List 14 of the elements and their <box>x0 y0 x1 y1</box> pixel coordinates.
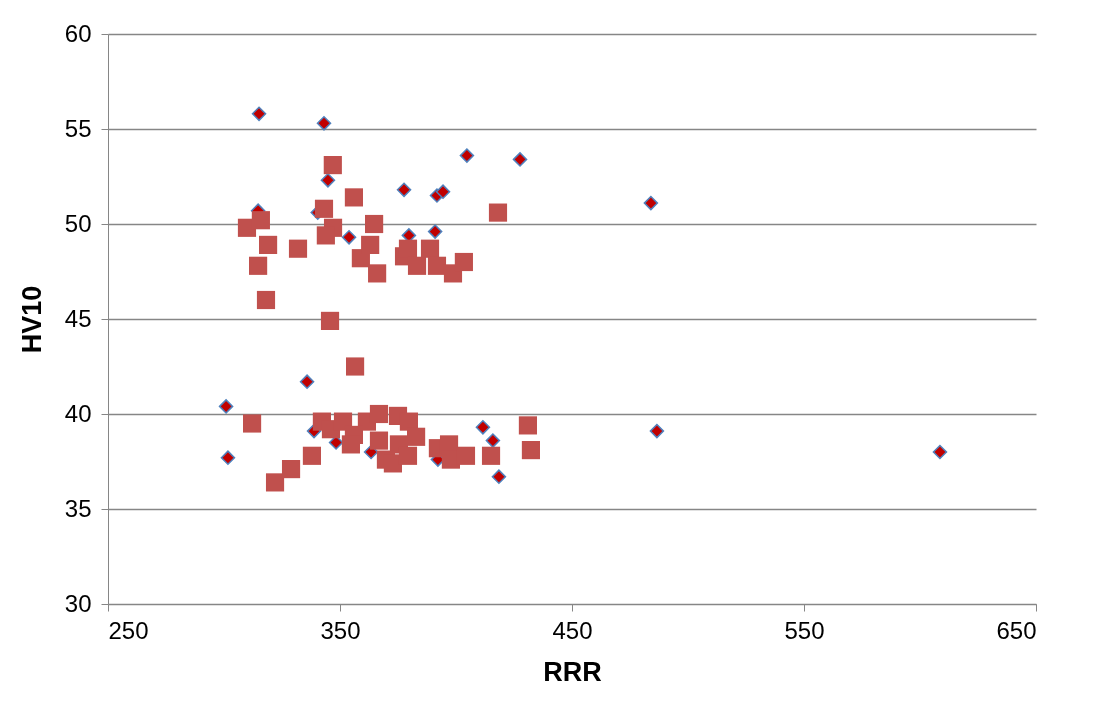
y-tick-label: 55 <box>64 114 92 142</box>
x-tick-label: 450 <box>552 616 593 644</box>
x-axis-title: RRR <box>543 656 602 687</box>
y-tick-label: 30 <box>64 589 92 617</box>
y-axis-title: HV10 <box>16 285 47 354</box>
y-tick-label: 40 <box>64 399 92 427</box>
y-tick-label: 35 <box>64 494 92 522</box>
y-tick-label: 60 <box>64 19 92 47</box>
x-tick-label: 350 <box>320 616 361 644</box>
x-tick-label: 550 <box>784 616 825 644</box>
y-tick-label: 45 <box>64 304 92 332</box>
x-tick-label: 650 <box>996 616 1037 644</box>
y-tick-label: 50 <box>64 209 92 237</box>
x-tick-label: 250 <box>108 616 149 644</box>
